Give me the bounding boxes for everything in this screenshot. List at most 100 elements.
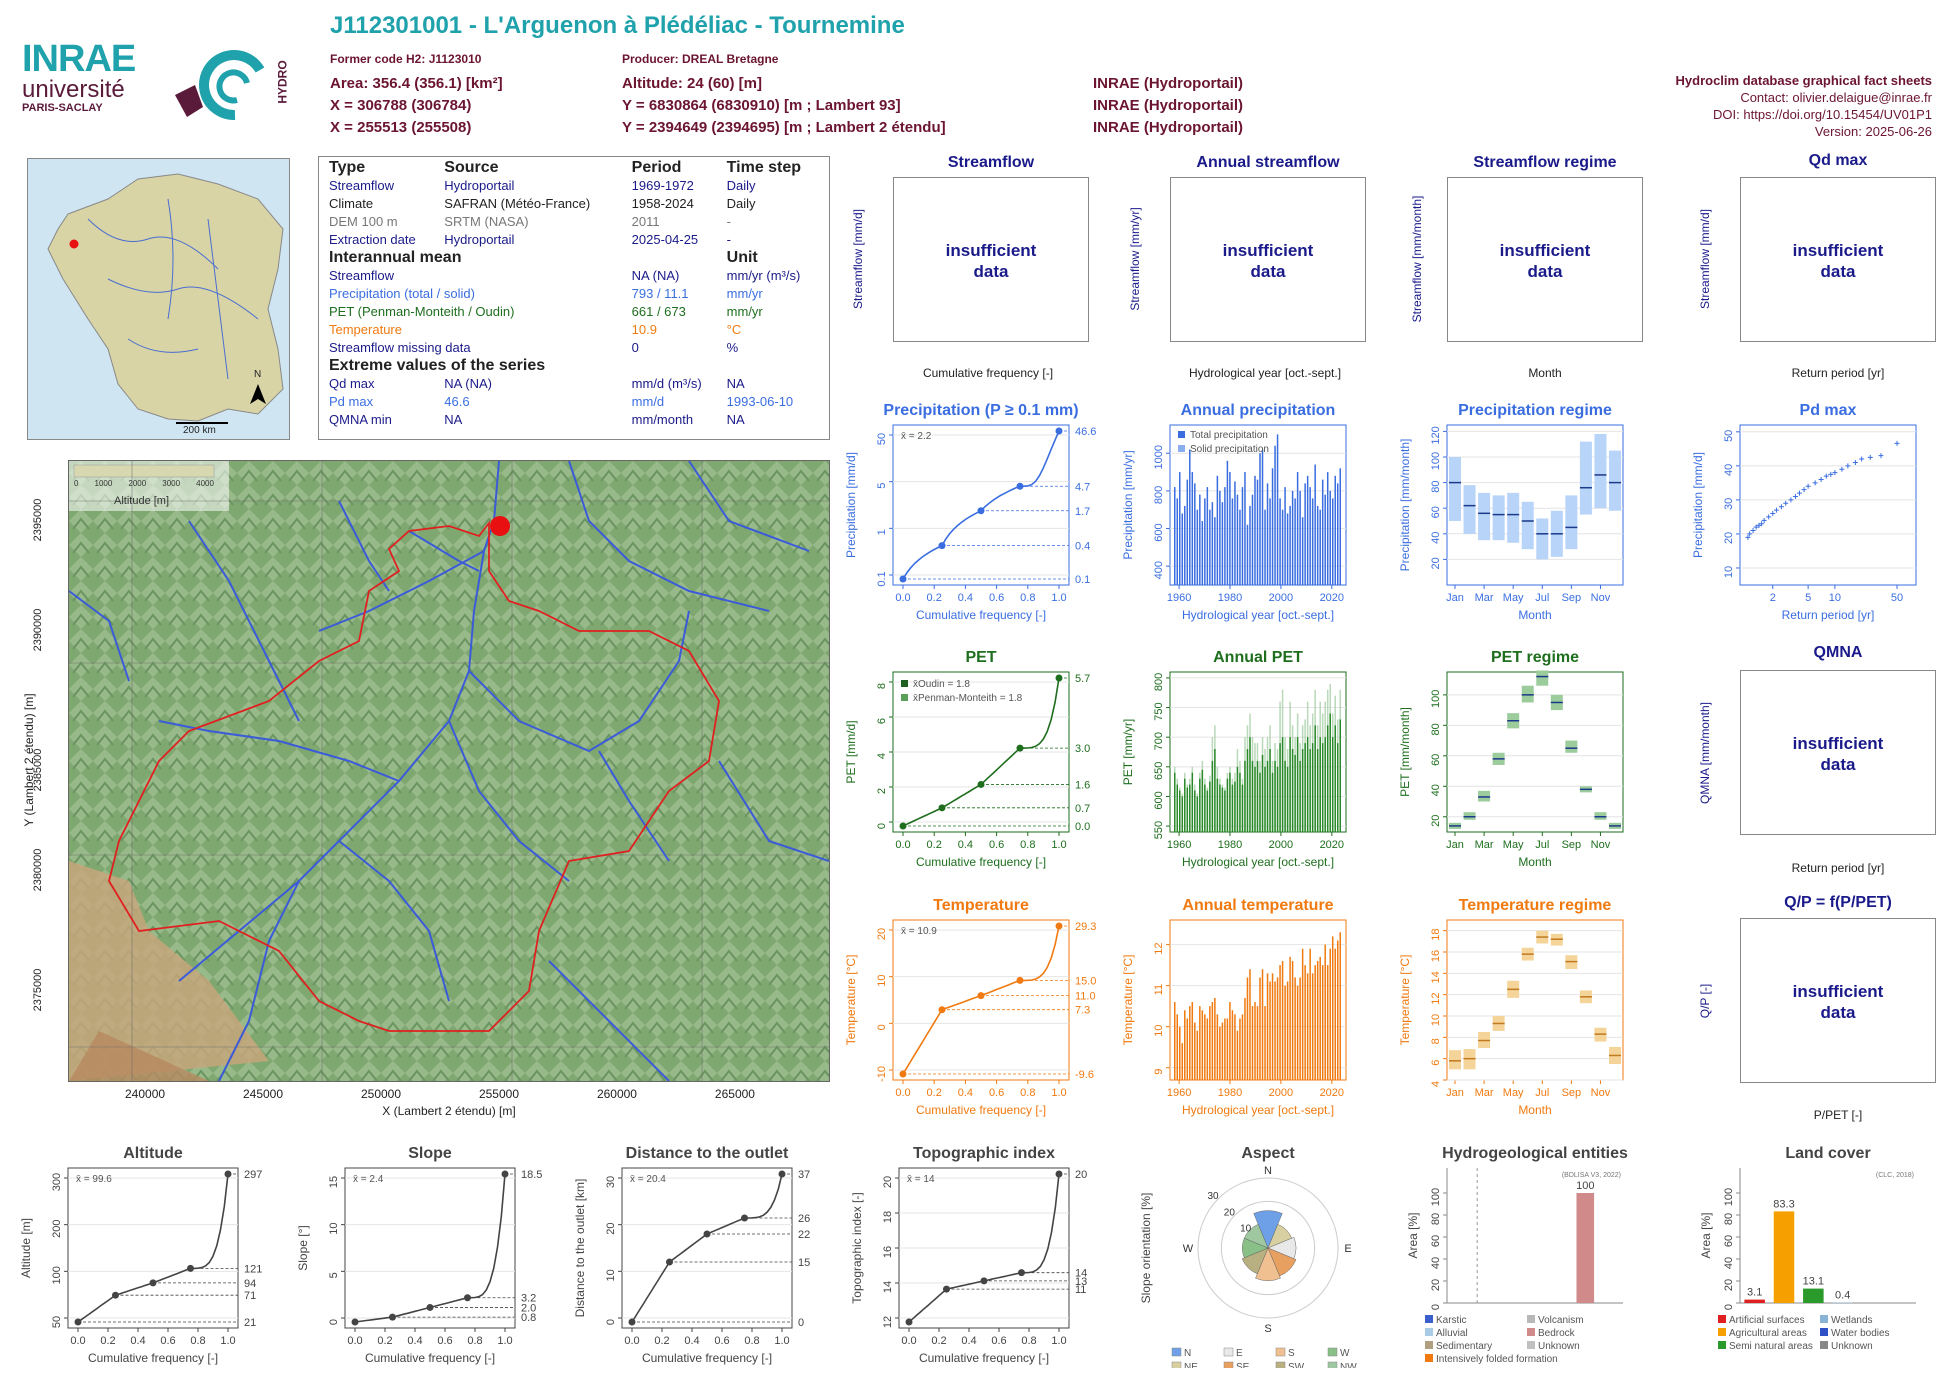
table-row: Streamflow Hydroportail 1969-1972 Daily [325, 177, 823, 195]
bar [1221, 787, 1224, 832]
x-tick-label: 1.0 [1051, 592, 1066, 604]
outlet-marker [490, 516, 510, 536]
bar [1304, 965, 1306, 1080]
y-axis-label: Precipitation [mm/yr] [1121, 450, 1135, 559]
data-point [1783, 500, 1789, 506]
legend-tick: 0 [74, 479, 79, 488]
data-point [1845, 463, 1851, 469]
data-point [1859, 456, 1865, 462]
x-tick-label: 0.0 [624, 1335, 639, 1347]
x-tick-label: 1960 [1167, 1087, 1191, 1099]
data-point [1894, 440, 1900, 446]
bar [1219, 1026, 1221, 1080]
qmna-panel: insufficient data [1740, 670, 1936, 835]
y-tick-label: 5 [876, 483, 888, 489]
annual-temp-chart: Annual temperature Hydrological year [oct… [1120, 880, 1420, 1125]
bar [1254, 1002, 1256, 1080]
mean-unit: °C [726, 322, 742, 337]
legend-swatch [1718, 1341, 1726, 1349]
legend-label: S [1288, 1348, 1295, 1359]
data-point [1839, 466, 1845, 472]
bar [1276, 977, 1279, 1080]
y-tick-label: 8 [1430, 1038, 1442, 1044]
bar [1259, 977, 1261, 1080]
altitude-chart: Altitude Cumulative frequency [-] Altitude… [18, 1128, 318, 1373]
chart-title: Annual precipitation [1181, 402, 1336, 419]
bar [1289, 737, 1291, 832]
data-point [1818, 476, 1824, 482]
y-tick-label: 20 [882, 1176, 894, 1188]
pd-max-svg: Pd max Return period [yr] Precipitation [m… [1691, 402, 1917, 622]
extreme-label: Pd max [329, 394, 374, 409]
legend-swatch [1425, 1341, 1433, 1349]
bar [1251, 760, 1254, 832]
qd-max-xlabel: Return period [yr] [1791, 366, 1885, 380]
quantile-label: 22 [798, 1229, 810, 1241]
bar [1321, 479, 1324, 585]
legend-label: Bedrock [1538, 1328, 1576, 1339]
bar [1221, 502, 1224, 585]
bar [1214, 749, 1216, 832]
legend-label: E [1236, 1348, 1243, 1359]
y-tick-label: 100 [51, 1266, 63, 1284]
source-2: INRAE (Hydroportail) [1093, 97, 1243, 114]
bar [1181, 796, 1184, 832]
bar [1299, 760, 1301, 832]
bar [1274, 760, 1276, 832]
x-tick-label: 0.8 [1020, 839, 1035, 851]
legend-label: x̄Oudin = 1.8 [913, 679, 970, 690]
quantile-label: 0.8 [521, 1312, 536, 1324]
compass-label: W [1183, 1243, 1194, 1255]
legend-label: Water bodies [1831, 1328, 1890, 1339]
x-tick-label: 0.4 [961, 1335, 976, 1347]
insufficient-text: insufficient [1792, 982, 1884, 1001]
qp-ylabel: Q/P [-] [1698, 983, 1712, 1019]
x-tick-label: Nov [1591, 1087, 1611, 1099]
bar [1244, 472, 1246, 585]
y-tick-label: 20 [1430, 1279, 1442, 1291]
bar [1236, 1030, 1239, 1080]
database-title: Hydroclim database graphical fact sheets [1675, 73, 1932, 88]
info-table-box: Type Source Period Time step Streamflow H… [318, 156, 830, 440]
info-table: Type Source Period Time step Streamflow H… [325, 159, 823, 429]
bar [1284, 487, 1286, 585]
data-text: data [1820, 1003, 1856, 1022]
box [1521, 501, 1534, 550]
x-tick-label: 0.6 [989, 839, 1004, 851]
table-row: DEM 100 m SRTM (NASA) 2011 - [325, 213, 823, 231]
y-tick-label: 30 [605, 1176, 617, 1188]
mean-label: x̄ = 99.6 [76, 1174, 112, 1185]
y-tick-label: 80 [1430, 723, 1442, 735]
slope-svg: Slope Cumulative frequency [-] Slope [°] 0.… [296, 1145, 542, 1365]
temp-regime-chart: Temperature regime Month Temperature [°C] J… [1397, 880, 1697, 1125]
streamflow-regime-panel: insufficient data [1447, 177, 1643, 342]
box [1565, 495, 1578, 550]
bar [1199, 1006, 1201, 1080]
bar [1266, 973, 1269, 1080]
map-ytick: 2390000 [32, 608, 44, 652]
row-period: 2025-04-25 [631, 232, 699, 247]
legend-label: x̄Penman-Monteith = 1.8 [913, 693, 1023, 704]
quantile-label: 11 [1075, 1284, 1086, 1296]
x-axis-label: Cumulative frequency [-] [365, 1351, 495, 1365]
row-step: - [726, 214, 731, 229]
table-row: Temperature 10.9 °C [325, 321, 823, 339]
x-tick-label: 1960 [1167, 839, 1191, 851]
x-tick-label: 1.0 [220, 1335, 235, 1347]
bar [1239, 772, 1241, 832]
box [1536, 670, 1549, 686]
x-tick-label: 0.2 [377, 1335, 392, 1347]
bar [1179, 1026, 1181, 1080]
quantile-point [899, 1070, 907, 1078]
legend-label: Unknown [1538, 1341, 1580, 1352]
y-tick-label: 0 [1430, 1304, 1442, 1310]
map-xtick: 260000 [596, 1087, 637, 1101]
plot-frame [344, 1167, 516, 1329]
temp-regime-svg: Temperature regime Month Temperature [°C] J… [1398, 897, 1624, 1117]
quantile-label: -9.6 [1075, 1069, 1094, 1081]
legend-label: Unknown [1831, 1341, 1873, 1352]
y-tick-label: 800 [1153, 673, 1165, 691]
value-label: 83.3 [1773, 1198, 1794, 1210]
quantile-label: 11.0 [1075, 991, 1096, 1003]
extreme-value: NA [444, 412, 463, 427]
